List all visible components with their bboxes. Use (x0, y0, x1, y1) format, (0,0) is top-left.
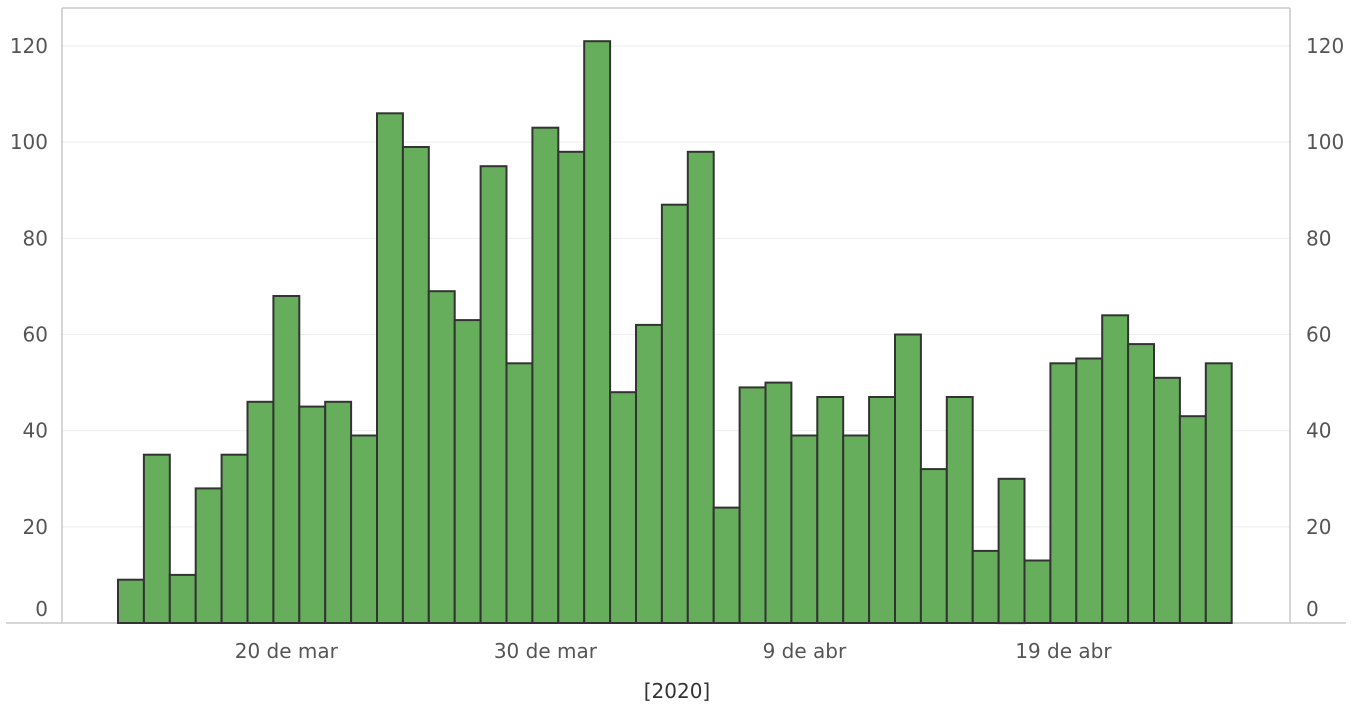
bar-16-abr[interactable] (971, 549, 1000, 625)
bar-18-abr[interactable] (1023, 559, 1052, 624)
bar-7-abr[interactable] (738, 386, 767, 624)
y-tick-right-0: 0 (1306, 597, 1319, 621)
bar-24-mar[interactable] (376, 112, 404, 625)
y-tick-left-80: 80 (23, 226, 48, 250)
bar-21-abr[interactable] (1101, 314, 1130, 624)
bar-1-abr[interactable] (583, 40, 612, 624)
y-tick-right-100: 100 (1306, 130, 1344, 154)
bar-22-mar[interactable] (324, 400, 353, 624)
y-tick-right-120: 120 (1306, 34, 1344, 58)
x-tick-9-de-abr: 9 de abr (763, 639, 847, 663)
bar-25-mar[interactable] (401, 146, 430, 624)
bar-17-abr[interactable] (997, 477, 1026, 625)
bar-16-mar[interactable] (168, 573, 197, 625)
x-tick-30-de-mar: 30 de mar (494, 639, 598, 663)
bar-6-abr[interactable] (712, 506, 741, 625)
bar-23-mar[interactable] (350, 434, 379, 624)
bar-4-abr[interactable] (660, 203, 689, 624)
bar-14-mar[interactable] (117, 578, 145, 625)
bar-12-abr[interactable] (868, 396, 896, 624)
bar-18-mar[interactable] (220, 453, 249, 625)
y-tick-left-40: 40 (23, 419, 48, 443)
bar-27-mar[interactable] (453, 319, 482, 624)
left-y-tick-labels: 0 20 40 60 80 100 120 (10, 34, 48, 621)
y-tick-left-0: 0 (35, 597, 48, 621)
bar-26-mar[interactable] (427, 290, 456, 624)
bar-10-abr[interactable] (816, 396, 845, 624)
bar-19-abr[interactable] (1049, 362, 1078, 624)
x-tick-labels: 20 de mar 30 de mar 9 de abr 19 de abr (235, 639, 1113, 663)
y-tick-left-60: 60 (23, 323, 48, 347)
bars (117, 40, 1233, 625)
bar-28-mar[interactable] (479, 165, 508, 624)
bar-25-abr[interactable] (1204, 362, 1233, 624)
bar-24-abr[interactable] (1178, 415, 1207, 625)
bar-11-abr[interactable] (842, 434, 871, 624)
bar-20-abr[interactable] (1075, 357, 1104, 624)
bar-9-abr[interactable] (790, 434, 819, 624)
bar-13-abr[interactable] (894, 333, 922, 624)
bar-22-abr[interactable] (1127, 343, 1155, 624)
bar-5-abr[interactable] (686, 150, 715, 625)
bar-17-mar[interactable] (194, 487, 223, 624)
bar-21-mar[interactable] (298, 405, 327, 624)
bar-15-abr[interactable] (945, 396, 974, 624)
bar-30-mar[interactable] (531, 126, 560, 624)
y-tick-left-20: 20 (23, 515, 48, 539)
y-tick-right-40: 40 (1306, 419, 1331, 443)
bar-3-abr[interactable] (635, 323, 663, 624)
bar-8-abr[interactable] (764, 381, 793, 624)
x-tick-20-de-mar: 20 de mar (235, 639, 339, 663)
y-tick-right-60: 60 (1306, 323, 1331, 347)
bar-14-abr[interactable] (919, 468, 948, 624)
bar-29-mar[interactable] (505, 362, 534, 624)
x-axis-label: [2020] (644, 679, 711, 703)
bar-20-mar[interactable] (272, 295, 301, 624)
y-tick-left-120: 120 (10, 34, 48, 58)
y-tick-right-20: 20 (1306, 515, 1331, 539)
right-y-tick-labels: 0 20 40 60 80 100 120 (1306, 34, 1344, 621)
y-tick-left-100: 100 (10, 130, 48, 154)
bar-31-mar[interactable] (557, 150, 586, 625)
bar-19-mar[interactable] (246, 400, 275, 624)
y-tick-right-80: 80 (1306, 226, 1331, 250)
bar-15-mar[interactable] (142, 453, 171, 625)
bar-23-abr[interactable] (1153, 376, 1181, 624)
bar-2-abr[interactable] (609, 391, 637, 625)
x-tick-19-de-abr: 19 de abr (1015, 639, 1112, 663)
